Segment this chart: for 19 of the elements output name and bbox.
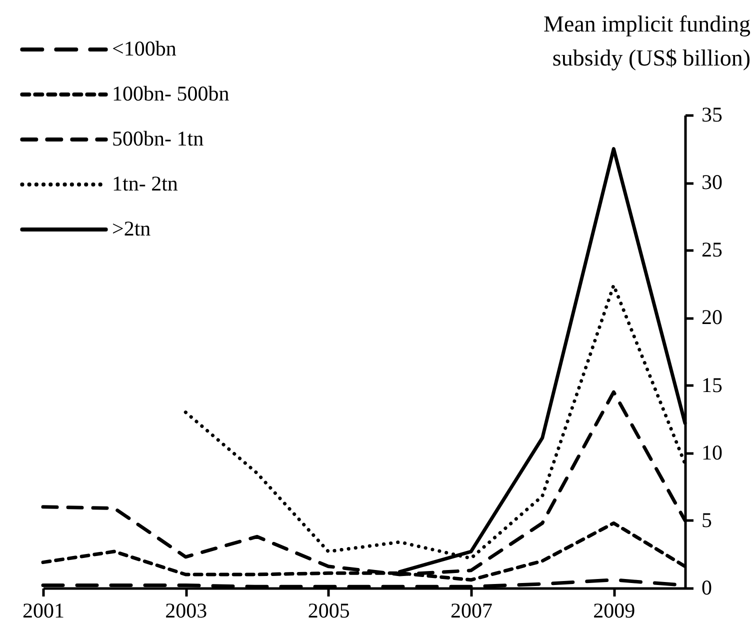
legend-label: >2tn [112,216,152,240]
x-tick-label: 2003 [165,598,208,622]
y-tick-label: 10 [702,440,722,464]
legend-label: 1tn- 2tn [112,172,178,196]
y-tick-label: 20 [702,305,722,330]
y-tick-label: 5 [702,508,712,532]
y-tick-label: 15 [702,372,722,397]
x-tick-label: 2001 [22,598,64,622]
y-tick-label: 0 [702,576,712,600]
x-tick-label: 2005 [308,598,350,622]
legend-label: <100bn [112,36,177,60]
y-tick-label: 35 [702,102,722,126]
y-tick-label: 30 [702,170,722,194]
x-tick-label: 2009 [593,598,636,622]
y-tick-label: 25 [702,238,722,262]
legend-label: 100bn- 500bn [112,82,230,106]
x-tick-label: 2007 [450,598,492,622]
legend-label: 500bn- 1tn [112,126,204,150]
y-axis-title: Mean implicit funding subsidy (US$ billion) [544,12,751,70]
